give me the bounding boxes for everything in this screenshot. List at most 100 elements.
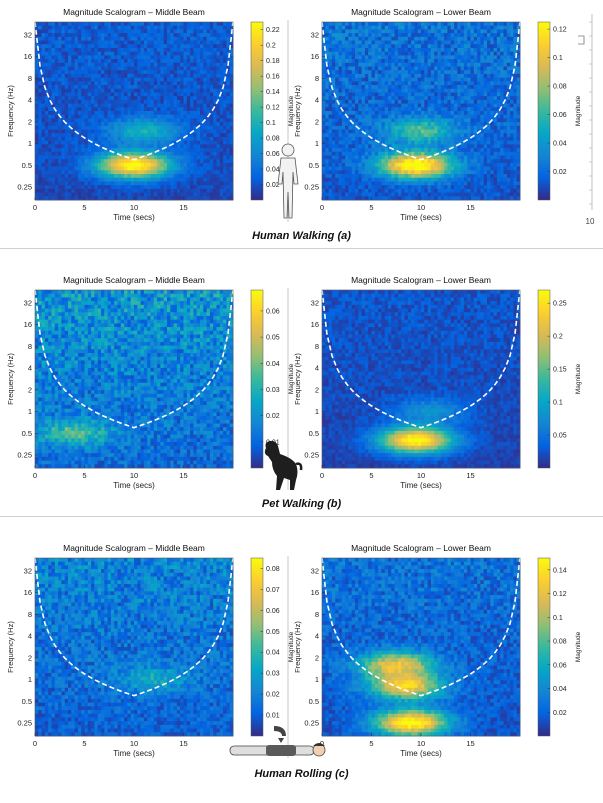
colorbar-tick-label: 0.1 [553, 55, 563, 62]
colorbar-tick-label: 0.05 [266, 629, 280, 636]
y-tick-label: 1 [28, 139, 32, 148]
y-tick-label: 16 [24, 588, 32, 597]
y-tick-label: 32 [24, 567, 32, 576]
y-tick-label: 0.25 [304, 182, 319, 191]
panel-title: Magnitude Scalogram – Lower Beam [351, 543, 491, 553]
y-tick-label: 32 [311, 567, 319, 576]
human-rolling-icon [230, 726, 325, 756]
x-axis-label: Time (secs) [113, 213, 155, 222]
x-tick-label: 0 [33, 203, 37, 212]
colorbar-tick-label: 0.1 [553, 615, 563, 622]
y-tick-label: 1 [315, 407, 319, 416]
colorbar-tick-label: 0.15 [553, 367, 567, 374]
colorbar-tick-label: 0.04 [553, 141, 567, 148]
x-tick-label: 15 [179, 471, 187, 480]
panel-title: Magnitude Scalogram – Middle Beam [63, 543, 205, 553]
panel-title: Magnitude Scalogram – Middle Beam [63, 7, 205, 17]
y-tick-label: 2 [315, 117, 319, 126]
y-tick-label: 0.25 [17, 182, 32, 191]
colorbar-tick-label: 0.02 [266, 182, 280, 189]
colorbar-tick-label: 0.01 [266, 713, 280, 720]
colorbar-tick-label: 0.04 [266, 650, 280, 657]
heatmap-cells [322, 290, 520, 468]
x-tick-label: 0 [33, 471, 37, 480]
x-tick-label: 5 [369, 203, 373, 212]
y-tick-label: 32 [311, 299, 319, 308]
y-tick-label: 4 [315, 632, 319, 641]
colorbar [251, 22, 263, 200]
y-tick-label: 2 [315, 653, 319, 662]
y-tick-label: 4 [28, 96, 32, 105]
y-tick-label: 0.5 [309, 429, 319, 438]
colorbar-tick-label: 0.06 [553, 112, 567, 119]
y-tick-label: 4 [315, 96, 319, 105]
colorbar-tick-label: 0.05 [266, 335, 280, 342]
y-tick-label: 8 [28, 74, 32, 83]
panel-title: Magnitude Scalogram – Lower Beam [351, 7, 491, 17]
x-tick-label: 10 [130, 739, 138, 748]
y-axis-label: Frequency (Hz) [6, 353, 15, 405]
x-tick-label: 0 [320, 203, 324, 212]
x-tick-label: 10 [417, 203, 425, 212]
panel-title: Magnitude Scalogram – Middle Beam [63, 275, 205, 285]
y-tick-label: 0.5 [309, 697, 319, 706]
panel-title: Magnitude Scalogram – Lower Beam [351, 275, 491, 285]
colorbar-tick-label: 0.2 [266, 43, 276, 50]
y-tick-label: 0.25 [17, 718, 32, 727]
colorbar [538, 22, 550, 200]
y-tick-label: 2 [28, 653, 32, 662]
colorbar-tick-label: 0.25 [553, 301, 567, 308]
x-tick-label: 10 [417, 471, 425, 480]
x-tick-label: 15 [466, 203, 474, 212]
colorbar-tick-label: 0.08 [553, 639, 567, 646]
colorbar-tick-label: 0.06 [553, 662, 567, 669]
colorbar-tick-label: 0.06 [266, 608, 280, 615]
colorbar-tick-label: 0.1 [553, 400, 563, 407]
heatmap-cells [322, 558, 520, 736]
colorbar-tick-label: 0.08 [553, 84, 567, 91]
x-axis-label: Time (secs) [113, 481, 155, 490]
colorbar-tick-label: 0.04 [553, 686, 567, 693]
x-tick-label: 15 [466, 471, 474, 480]
y-tick-label: 1 [28, 675, 32, 684]
colorbar-tick-label: 0.07 [266, 587, 280, 594]
y-tick-label: 2 [28, 385, 32, 394]
colorbar [251, 558, 263, 736]
x-axis-label: Time (secs) [400, 213, 442, 222]
colorbar-label: Magnitude [575, 363, 582, 394]
x-tick-label: 5 [82, 471, 86, 480]
x-tick-label: 5 [82, 739, 86, 748]
scalogram-panel-2: Magnitude Scalogram – Lower Beam 0 5 10 15 Ti… [293, 7, 582, 222]
colorbar-tick-label: 0.03 [266, 387, 280, 394]
y-tick-label: 4 [28, 364, 32, 373]
dog-icon [265, 441, 301, 490]
heatmap-cells [35, 558, 233, 736]
x-tick-label: 5 [82, 203, 86, 212]
y-axis-label: Frequency (Hz) [293, 85, 302, 137]
y-tick-label: 8 [315, 610, 319, 619]
x-tick-label: 0 [320, 471, 324, 480]
colorbar-tick-label: 0.08 [266, 136, 280, 143]
colorbar-tick-label: 0.06 [266, 151, 280, 158]
colorbar-label: Magnitude [575, 95, 582, 126]
colorbar-tick-label: 0.12 [553, 27, 567, 34]
y-tick-label: 16 [311, 52, 319, 61]
y-tick-label: 1 [315, 139, 319, 148]
colorbar [251, 290, 263, 468]
heatmap-cells [322, 22, 520, 200]
y-tick-label: 16 [24, 52, 32, 61]
y-tick-label: 2 [28, 117, 32, 126]
y-tick-label: 8 [315, 74, 319, 83]
colorbar-tick-label: 0.14 [266, 89, 280, 96]
colorbar-tick-label: 0.02 [553, 710, 567, 717]
y-tick-label: 8 [315, 342, 319, 351]
y-tick-label: 0.5 [22, 429, 32, 438]
y-tick-label: 8 [28, 610, 32, 619]
heatmap-cells [35, 290, 233, 468]
colorbar [538, 558, 550, 736]
y-axis-label: Frequency (Hz) [6, 85, 15, 137]
x-axis-label: Time (secs) [400, 481, 442, 490]
